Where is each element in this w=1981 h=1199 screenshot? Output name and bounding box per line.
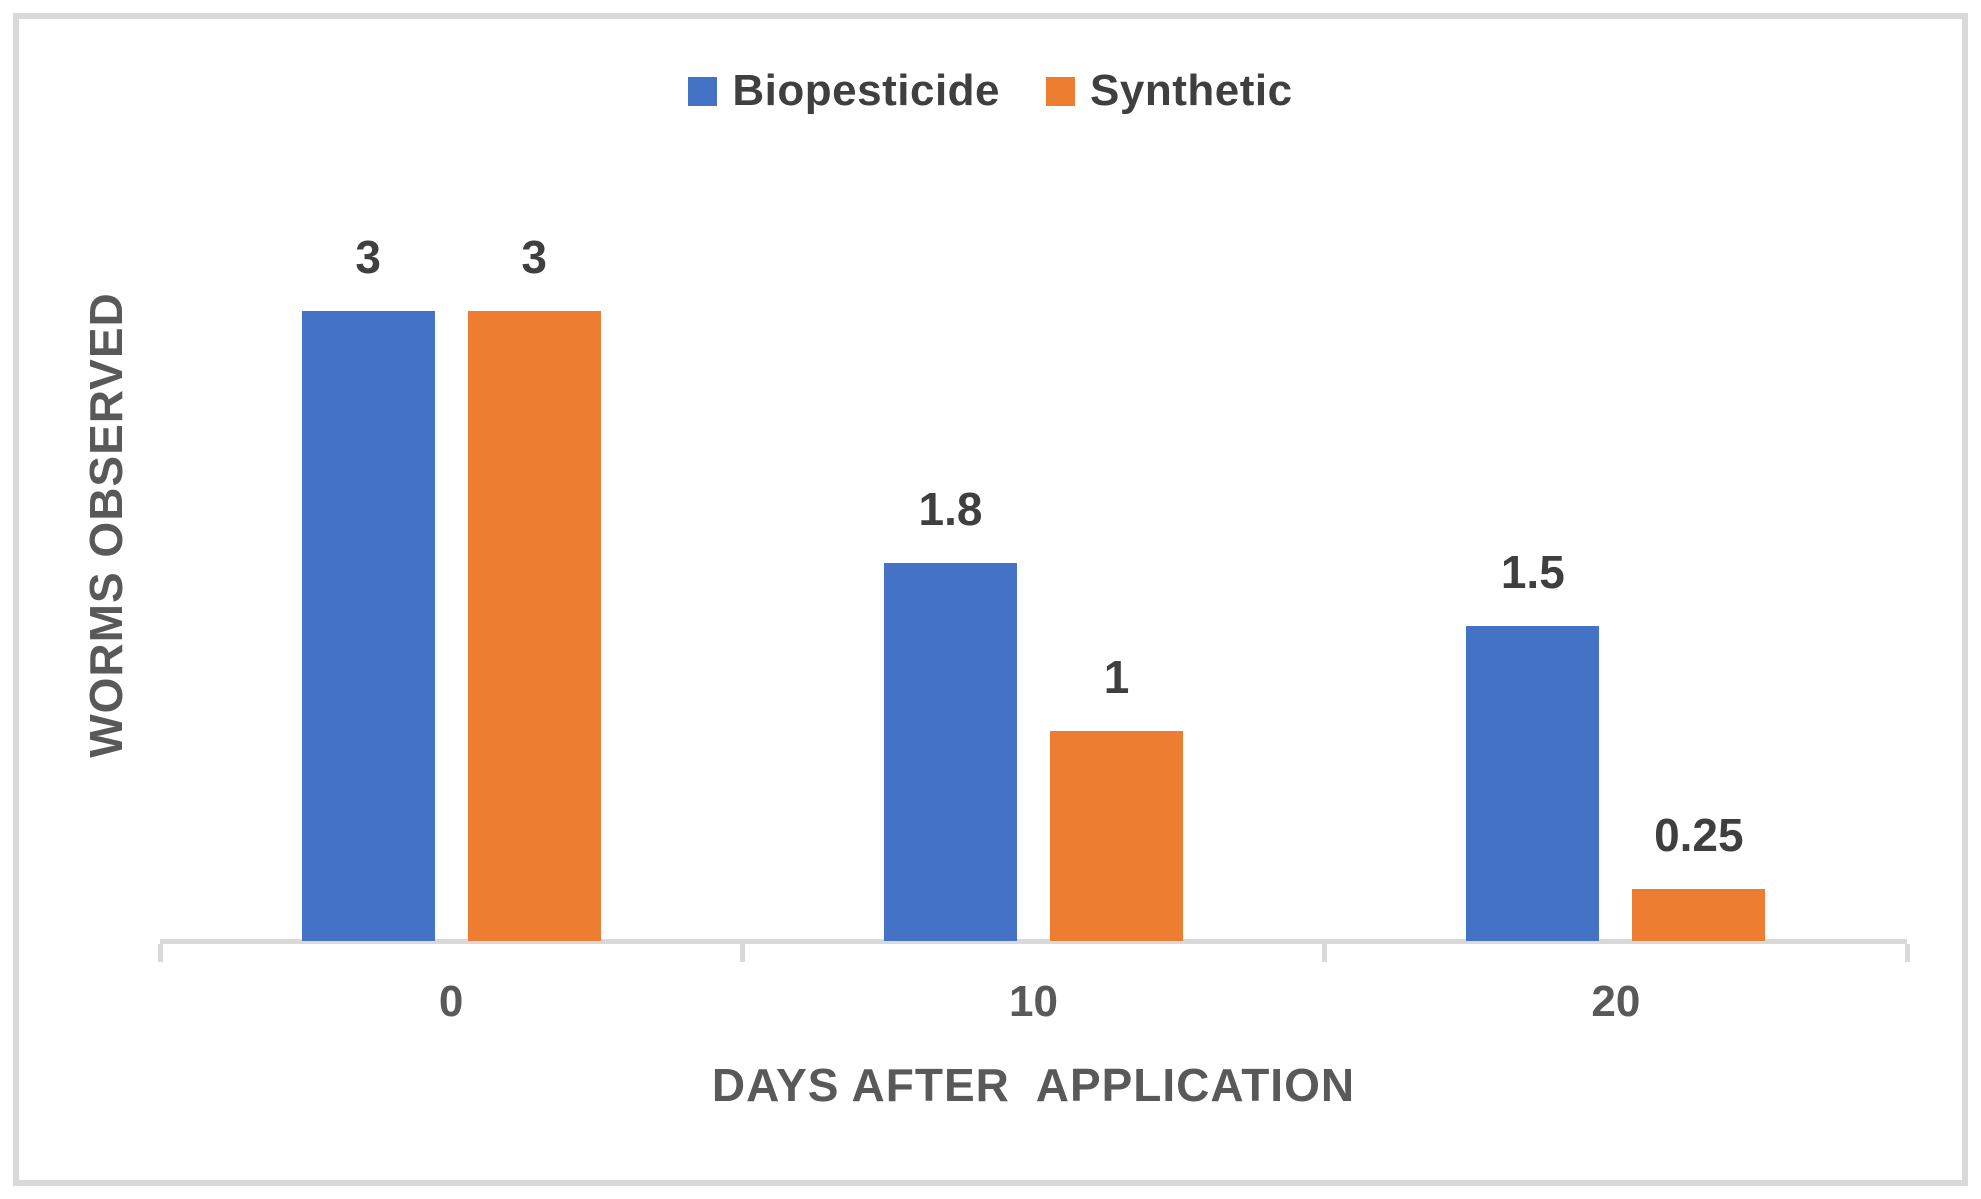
bar-value-label: 1.8 [918, 483, 983, 535]
legend-swatch-synthetic-icon [1046, 76, 1076, 106]
legend-item-synthetic: Synthetic [1046, 66, 1293, 116]
bar-synthetic-day-20 [1632, 888, 1766, 941]
bar-value-label: 1 [1103, 651, 1130, 703]
x-axis-tick [739, 944, 745, 962]
legend-swatch-biopesticide-icon [688, 76, 718, 106]
bar-value-label: 0.25 [1654, 808, 1744, 861]
x-axis-tick [1904, 944, 1910, 962]
legend-label-biopesticide: Biopesticide [732, 66, 1001, 115]
legend: Biopesticide Synthetic [0, 62, 1981, 120]
bar-biopesticide-day-20 [1466, 626, 1600, 941]
bar-value-label: 1.5 [1500, 546, 1565, 598]
x-axis-tick [1322, 944, 1328, 962]
bar-value-label: 3 [355, 231, 381, 283]
x-axis-tick-label: 10 [1009, 977, 1058, 1026]
x-axis-title: DAYS AFTER APPLICATION [711, 1059, 1356, 1111]
x-axis-line [160, 939, 1907, 944]
x-axis-tick-label: 20 [1591, 977, 1641, 1026]
x-axis-tick [157, 944, 163, 962]
bar-biopesticide-day-0 [301, 311, 435, 941]
legend-item-biopesticide: Biopesticide [688, 66, 1000, 116]
bar-synthetic-day-10 [1050, 731, 1183, 941]
bar-synthetic-day-0 [467, 311, 601, 941]
bar-value-label: 3 [521, 231, 547, 283]
x-axis-tick-label: 0 [438, 977, 464, 1026]
legend-label-synthetic: Synthetic [1090, 66, 1293, 115]
bar-biopesticide-day-10 [884, 563, 1017, 941]
